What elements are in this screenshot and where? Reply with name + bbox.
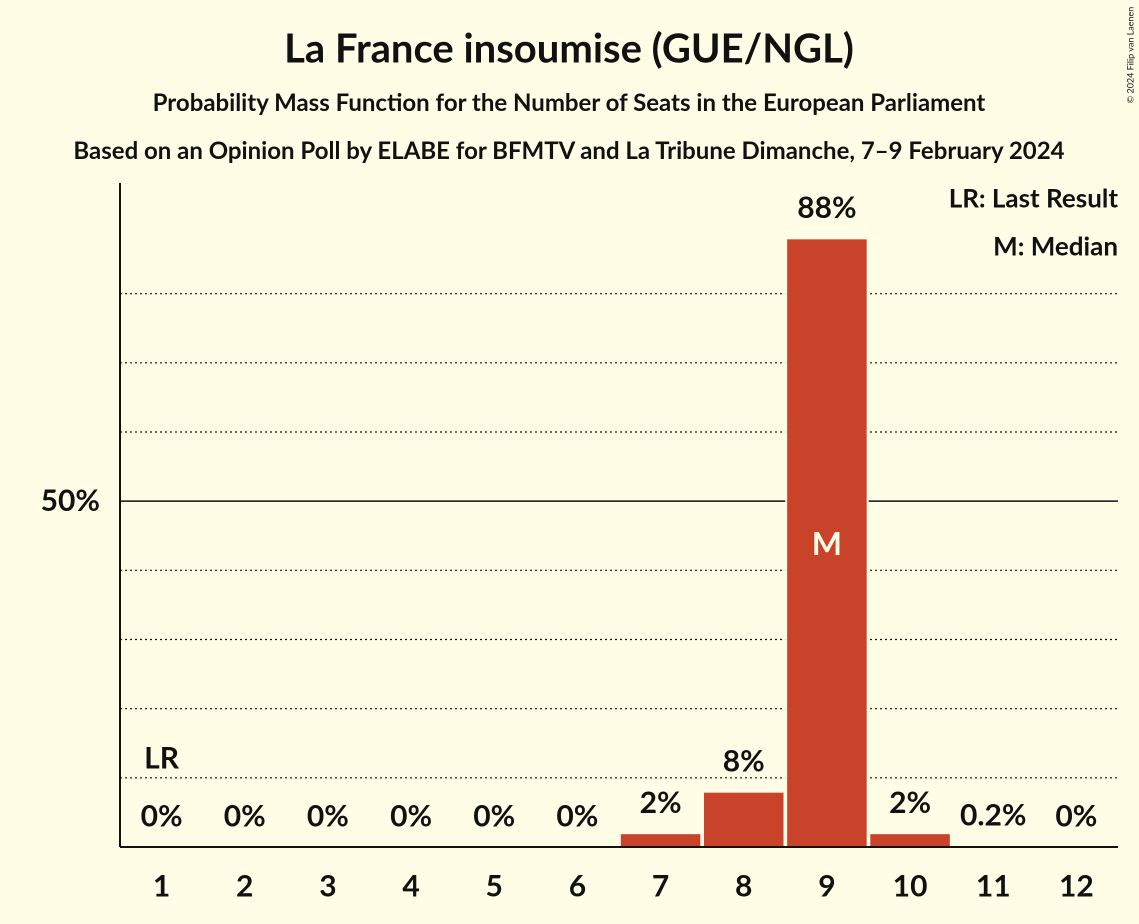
- x-tick-label: 8: [735, 868, 752, 904]
- x-tick-label: 1: [153, 868, 170, 904]
- x-tick-label: 11: [976, 868, 1011, 904]
- value-label: 8%: [723, 742, 765, 778]
- bar: [868, 832, 952, 849]
- legend-entry: LR: Last Result: [949, 182, 1119, 214]
- x-tick-label: 12: [1059, 868, 1094, 904]
- x-tick-label: 3: [319, 868, 336, 904]
- value-label: 88%: [797, 189, 856, 225]
- bar: [701, 790, 786, 849]
- chart-subtitle: Probability Mass Function for the Number…: [153, 88, 986, 117]
- y-tick-label: 50%: [41, 482, 100, 518]
- x-tick-label: 2: [236, 868, 253, 904]
- value-label: 0%: [307, 798, 349, 834]
- value-label: 0.2%: [960, 796, 1027, 832]
- x-tick-label: 6: [569, 868, 586, 904]
- value-label: 0%: [141, 798, 183, 834]
- bar: [618, 832, 703, 849]
- value-label: 0%: [390, 798, 432, 834]
- chart-title: La France insoumise (GUE/NGL): [284, 23, 854, 71]
- chart-subtitle: Based on an Opinion Poll by ELABE for BF…: [73, 136, 1064, 165]
- copyright: © 2024 Filip van Laenen: [1124, 7, 1135, 104]
- value-label: 0%: [1055, 798, 1097, 834]
- bar: [785, 237, 869, 849]
- value-label: 0%: [473, 798, 515, 834]
- x-tick-label: 10: [893, 868, 928, 904]
- median-marker: M: [812, 523, 842, 562]
- x-tick-label: 9: [818, 868, 835, 904]
- value-label: 0%: [556, 798, 598, 834]
- x-tick-label: 7: [652, 868, 669, 904]
- last-result-marker: LR: [144, 740, 180, 776]
- x-tick-label: 5: [486, 868, 503, 904]
- legend-entry: M: Median: [993, 230, 1118, 262]
- value-label: 2%: [889, 784, 931, 820]
- value-label: 2%: [640, 784, 682, 820]
- value-label: 0%: [224, 798, 266, 834]
- x-tick-label: 4: [402, 868, 419, 904]
